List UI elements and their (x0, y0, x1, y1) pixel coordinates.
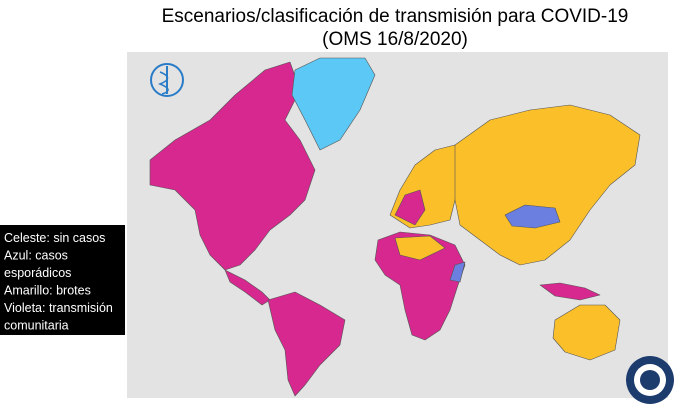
central-america (224, 269, 271, 306)
western-europe (394, 189, 426, 226)
title: Escenarios/clasificación de transmisión … (162, 6, 629, 27)
southeast-asia (539, 282, 601, 301)
north-africa (394, 235, 446, 261)
legend-box (0, 225, 125, 335)
legend-line: Violeta: transmisión (4, 301, 113, 315)
greenland (291, 57, 376, 151)
south-america (267, 291, 346, 397)
who-logo (150, 63, 184, 97)
legend-line: Azul: casos (4, 249, 68, 263)
legend-line: Amarillo: brotes (4, 284, 91, 298)
legend: Celeste: sin casos Azul: casos esporádicos… (4, 231, 113, 333)
map (127, 52, 674, 404)
legend-line: comunitaria (4, 319, 69, 333)
australia (552, 304, 621, 361)
legend-line: esporádicos (4, 266, 71, 280)
seal-logo (626, 356, 674, 404)
north-america (149, 61, 316, 271)
africa (374, 231, 466, 341)
asia (454, 104, 641, 266)
subtitle: (OMS 16/8/2020) (322, 29, 468, 50)
mongolia (504, 204, 561, 229)
legend-line: Celeste: sin casos (4, 231, 105, 245)
east-africa (449, 261, 466, 283)
